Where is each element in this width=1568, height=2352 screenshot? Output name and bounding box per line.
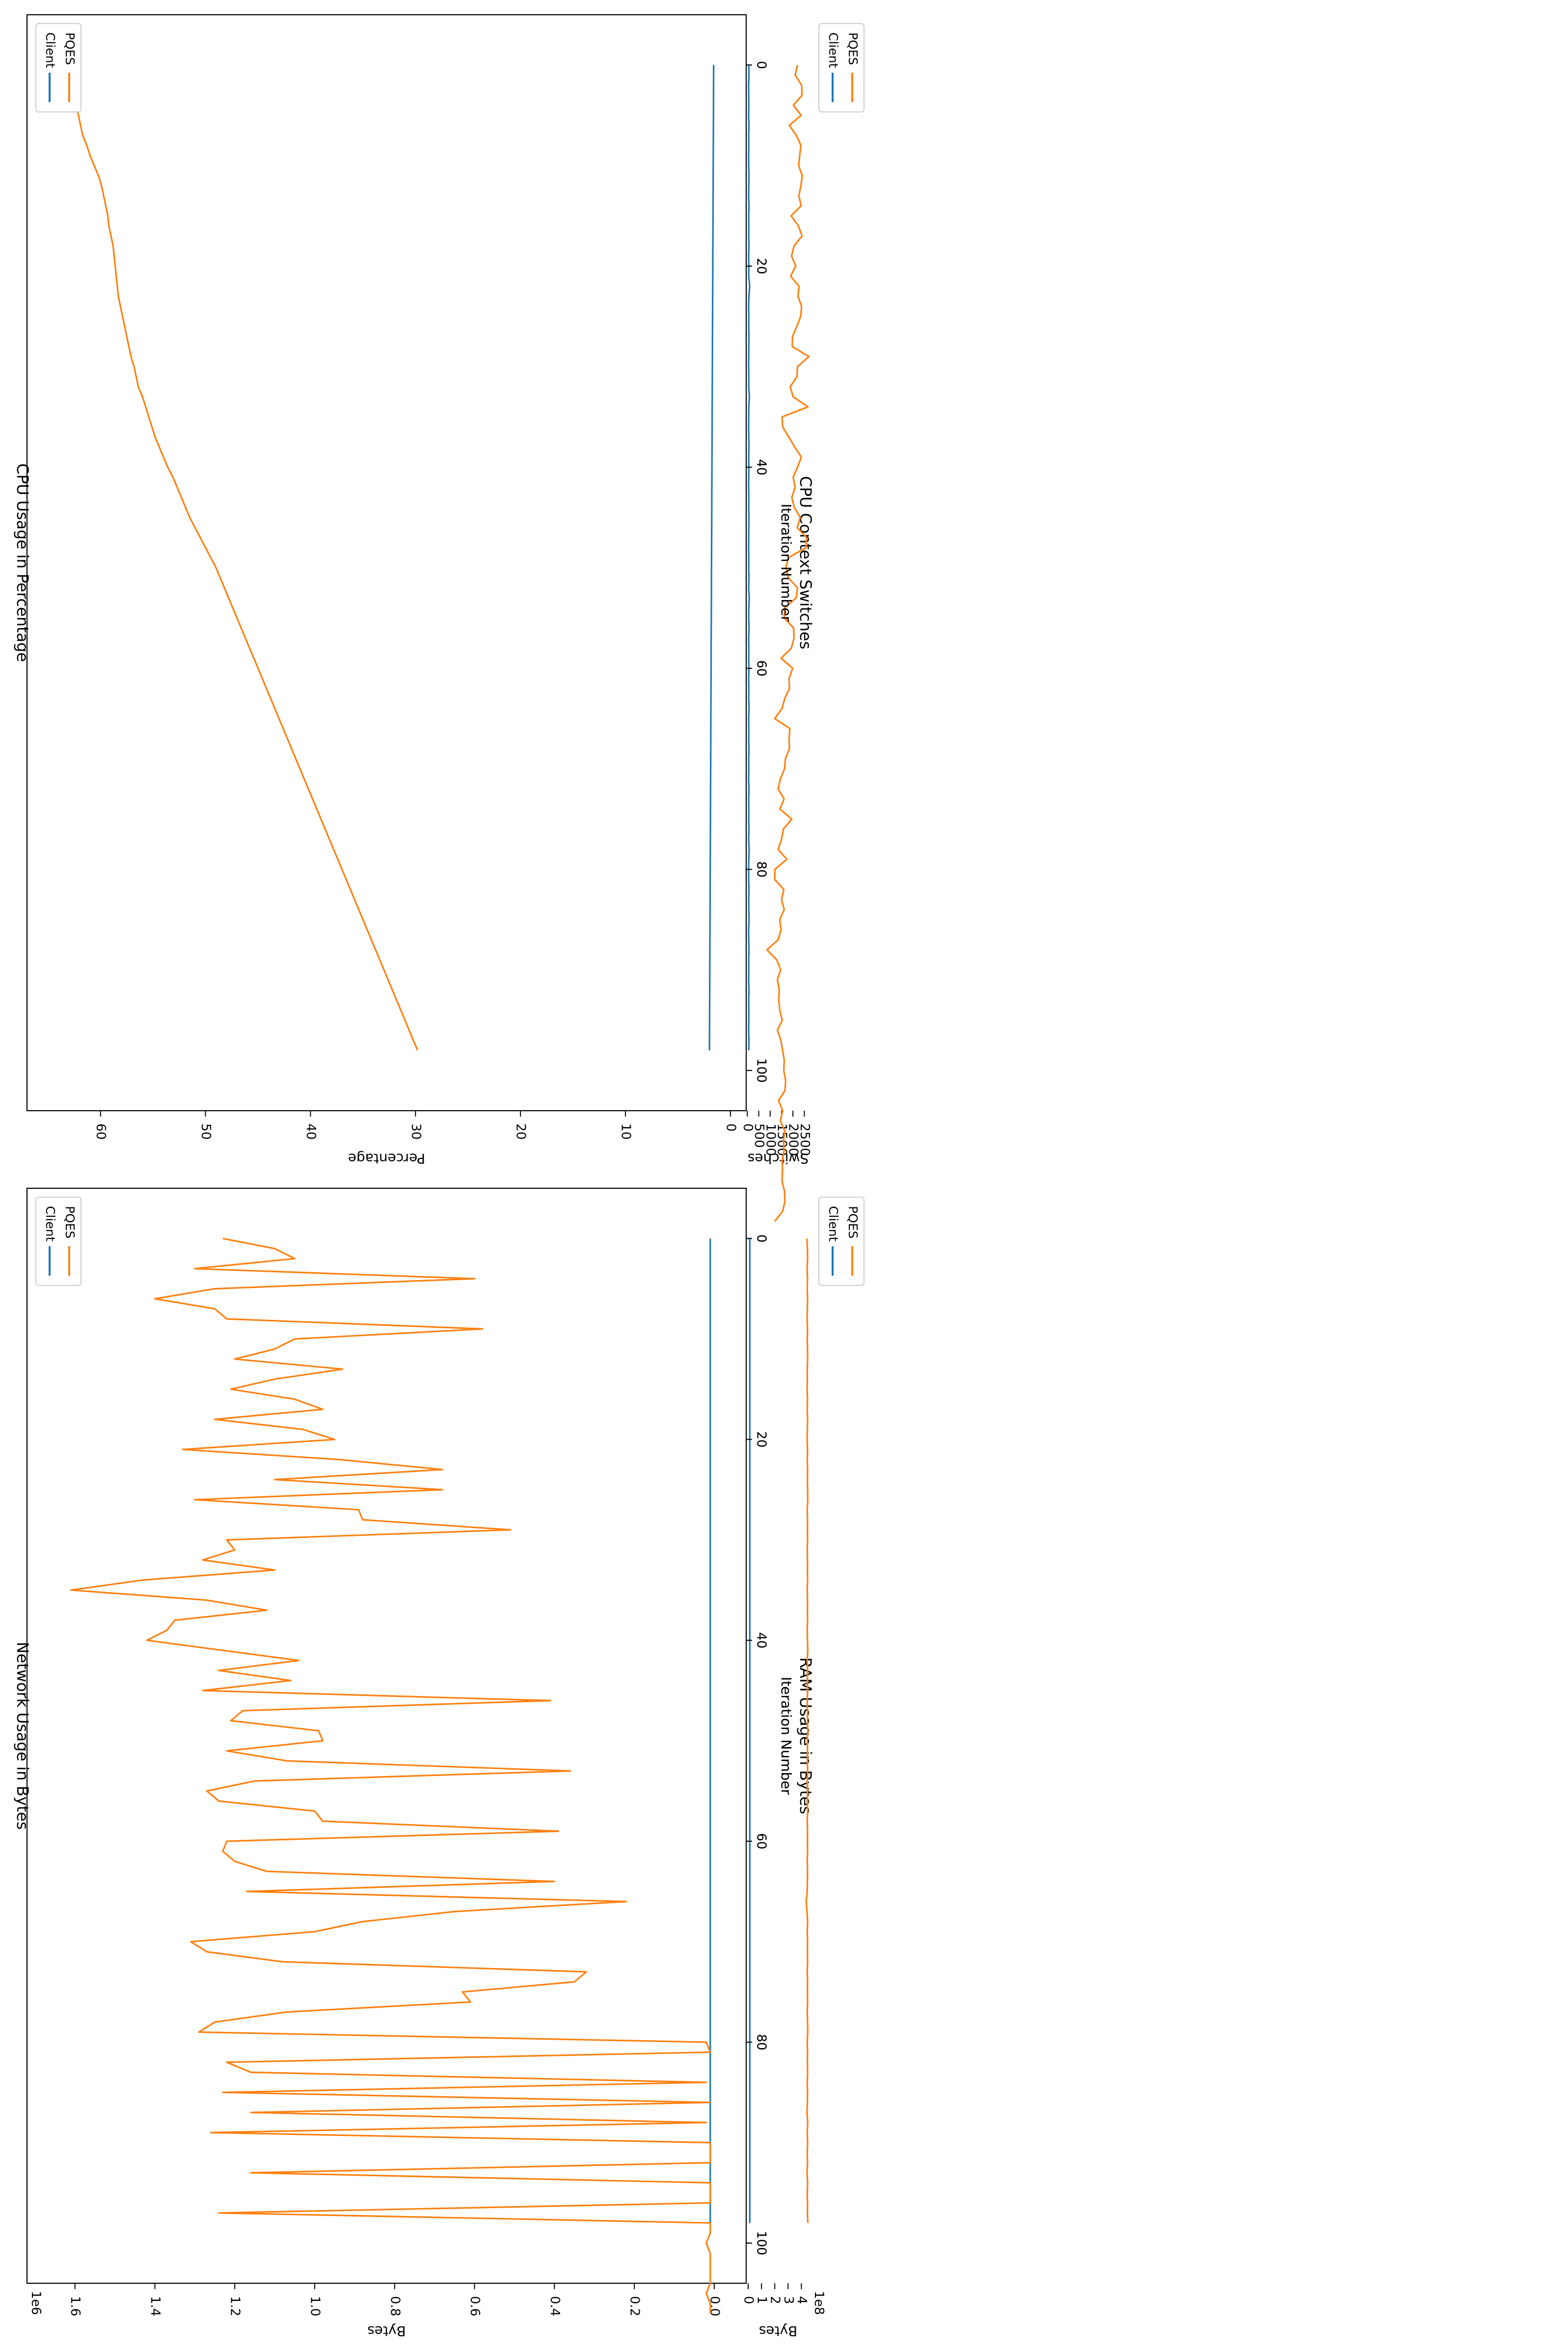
y-tick-label: 0	[740, 1123, 755, 1132]
x-tick-label: 20	[754, 258, 769, 274]
y-tick-label: 2000	[786, 1123, 801, 1156]
chart-title: Network Usage in Bytes	[13, 1642, 32, 1830]
x-tick-label: 80	[754, 2034, 769, 2050]
series-line-pqes	[70, 1237, 711, 2314]
x-axis-label: Iteration Number	[778, 504, 794, 622]
y-tick-label: 1500	[774, 1123, 789, 1156]
x-axis-label: Iteration Number	[778, 1677, 794, 1795]
x-tick-label: 0	[754, 61, 769, 69]
y-tick-label: 1.6	[68, 2296, 82, 2316]
axis-scale-label: 1e6	[28, 2291, 43, 2315]
series-line-pqes	[805, 1238, 809, 2223]
y-tick-label: 2	[768, 2296, 783, 2304]
x-tick-label: 0	[754, 61, 769, 69]
chart-title: RAM Usage in Bytes	[796, 1657, 815, 1814]
chart-title: CPU Context Switches	[796, 476, 815, 650]
y-axis-label: Percentage	[348, 1150, 426, 1167]
y-axis-label: Bytes	[367, 2323, 406, 2339]
y-tick-label: 0.2	[627, 2296, 642, 2316]
y-tick-label: 10	[619, 1123, 633, 1140]
x-tick-label: 20	[754, 1431, 769, 1448]
x-tick-label: 100	[754, 1058, 769, 1083]
x-tick-label: 80	[754, 861, 769, 877]
y-tick-label: 0	[723, 1123, 738, 1132]
y-tick-label: 0	[741, 2296, 756, 2304]
y-tick-label: 30	[408, 1123, 423, 1140]
y-tick-label: 1	[755, 2296, 769, 2304]
legend-label: PQES	[63, 1206, 77, 1238]
y-axis-label: Switches	[748, 1150, 809, 1167]
y-tick-label: 40	[303, 1123, 318, 1140]
legend-label: PQES	[846, 1206, 860, 1238]
x-tick-label: 0	[754, 1234, 769, 1243]
y-tick-label: 50	[198, 1123, 213, 1140]
series-line-pqes	[766, 65, 810, 1222]
x-tick-label: 20	[754, 258, 769, 274]
x-tick-label: 100	[754, 2231, 769, 2255]
x-tick-label: 80	[754, 861, 769, 877]
x-tick-label: 60	[754, 1833, 769, 1849]
y-tick-label: 1.0	[308, 2296, 323, 2316]
legend-label: Client	[826, 1206, 840, 1242]
y-tick-label: 1.4	[148, 2296, 162, 2316]
chart-title: CPU Usage in Percentage	[13, 464, 32, 662]
x-tick-label: 40	[754, 1632, 769, 1648]
chart-network-usage: 0204060801000.00.20.40.60.81.01.21.41.6N…	[13, 1187, 794, 2339]
legend: Client PQES	[818, 23, 865, 112]
x-tick-label: 80	[754, 2034, 769, 2050]
y-tick-label: 500	[752, 1123, 766, 1148]
legend-label: Client	[43, 32, 57, 68]
x-tick-label: 100	[754, 1058, 769, 1083]
y-tick-label: 0.4	[547, 2296, 562, 2316]
x-tick-label: 60	[754, 660, 769, 676]
legend-label: Client	[43, 1206, 57, 1242]
y-tick-label: 3	[781, 2296, 796, 2304]
y-tick-label: 20	[514, 1123, 528, 1140]
x-tick-label: 40	[754, 1632, 769, 1648]
y-tick-label: 2500	[797, 1123, 812, 1156]
x-tick-label: 60	[754, 660, 769, 676]
y-axis-label: Bytes	[759, 2323, 798, 2339]
x-tick-label: 60	[754, 1833, 769, 1849]
series-line-pqes	[53, 64, 419, 1051]
legend: Client PQES	[35, 23, 81, 112]
x-tick-label: 40	[754, 459, 769, 475]
x-tick-label: 0	[754, 1234, 769, 1243]
y-tick-label: 60	[93, 1123, 108, 1140]
x-tick-label: 40	[754, 459, 769, 475]
series-line-client	[748, 65, 751, 1051]
legend-label: Client	[826, 32, 840, 68]
axes-frame	[26, 14, 747, 1112]
y-tick-label: 1.2	[228, 2296, 243, 2316]
y-tick-label: 0.6	[467, 2296, 482, 2316]
x-axis-label: Iteration Number	[778, 1677, 794, 1795]
y-tick-label: 0.8	[387, 2296, 402, 2316]
legend: Client PQES	[818, 1197, 865, 1286]
y-tick-label: 1000	[763, 1123, 778, 1156]
y-tick-label: 4	[794, 2296, 809, 2304]
axis-scale-label: 1e8	[811, 2291, 826, 2315]
legend-label: PQES	[63, 32, 77, 65]
axes-frame	[26, 1187, 747, 2284]
legend-label: PQES	[846, 32, 860, 65]
x-tick-label: 100	[754, 2231, 769, 2255]
series-line-client	[708, 65, 715, 1051]
x-tick-label: 20	[754, 1431, 769, 1448]
legend: Client PQES	[35, 1197, 81, 1286]
